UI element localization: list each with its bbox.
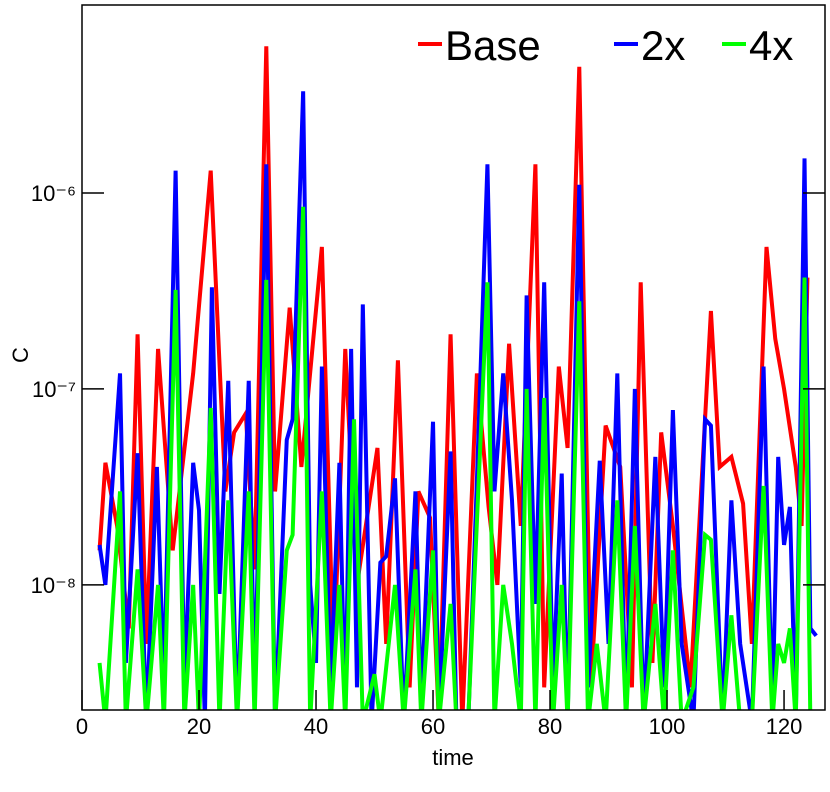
y-tick-label: 10⁻⁸ — [31, 573, 76, 598]
x-tick-label: 20 — [187, 714, 211, 739]
plot-frame — [81, 4, 826, 711]
x-tick-label: 120 — [766, 714, 803, 739]
plot-area — [97, 46, 818, 710]
x-tick-label: 100 — [649, 714, 686, 739]
y-tick-label: 10⁻⁷ — [32, 377, 76, 402]
series-line — [97, 206, 813, 710]
legend-label: 2x — [641, 22, 685, 69]
y-tick-label: 10⁻⁶ — [31, 181, 76, 206]
x-tick-label: 80 — [538, 714, 562, 739]
series-line — [97, 91, 818, 710]
x-axis-title: time — [432, 745, 474, 770]
x-tick-label: 40 — [304, 714, 328, 739]
x-tick-label: 60 — [421, 714, 445, 739]
x-tick-label: 0 — [76, 714, 88, 739]
legend-label: Base — [445, 22, 541, 69]
y-axis-title: C — [8, 347, 33, 363]
legend-label: 4x — [749, 22, 793, 69]
